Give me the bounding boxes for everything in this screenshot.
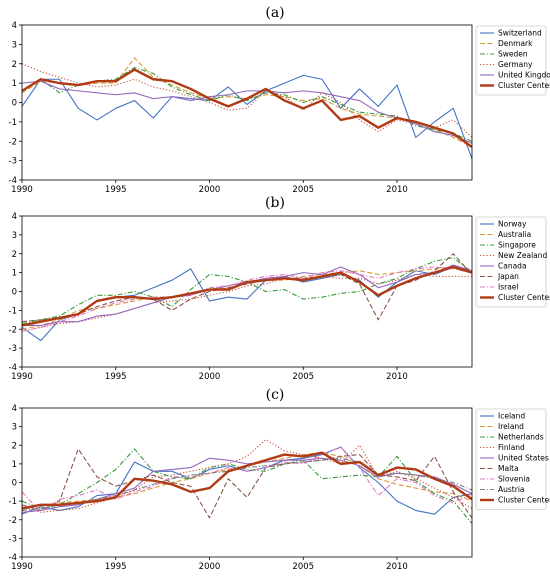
legend-entry-label: Ireland — [498, 422, 524, 431]
y-tick-label: -3 — [9, 344, 17, 354]
y-tick-label: 2 — [12, 250, 17, 260]
series-line-netherlands — [21, 448, 473, 524]
x-tick-label: 2005 — [292, 185, 314, 195]
legend-entry-label: Austria — [498, 485, 525, 494]
y-tick-label: 0 — [12, 288, 17, 298]
legend-entry-label: Canada — [498, 262, 527, 271]
y-tick-label: -3 — [9, 157, 17, 167]
y-tick-label: 1 — [12, 79, 17, 89]
y-tick-label: 0 — [12, 479, 17, 489]
y-tick-label: -1 — [9, 118, 17, 128]
series-line-cluster-center — [21, 68, 473, 149]
panel-label: (a) — [265, 5, 284, 21]
legend-entry-label: Australia — [498, 230, 531, 239]
x-tick-label: 2000 — [199, 185, 221, 195]
y-tick-label: 4 — [12, 212, 17, 222]
y-tick-label: -4 — [9, 553, 17, 563]
series-line-singapore — [21, 256, 473, 325]
legend-entry-label: Denmark — [498, 39, 533, 48]
y-tick-label: -2 — [9, 516, 17, 526]
legend-entry-label: United States — [498, 454, 549, 463]
y-tick-label: -3 — [9, 534, 17, 544]
y-tick-label: 1 — [12, 269, 17, 279]
legend-entry-label: Norway — [498, 220, 527, 229]
y-tick-label: 4 — [12, 21, 17, 31]
legend-box — [475, 25, 547, 96]
y-tick-label: 3 — [12, 423, 17, 433]
y-tick-label: 2 — [12, 441, 17, 451]
x-tick-label: 2010 — [386, 372, 408, 382]
legend-entry-label: Japan — [497, 272, 519, 281]
y-tick-label: -2 — [9, 137, 17, 147]
panel-label: (b) — [265, 195, 285, 211]
series-line-malta — [21, 448, 473, 519]
legend-entry-label: Netherlands — [498, 433, 544, 442]
x-tick-label: 1990 — [11, 185, 33, 195]
chart-panel-3: (c) -4 -3 -2 -1 0 1 2 3 4 1990 1995 2000 2005 2010 Icel… — [9, 387, 550, 572]
series-line-slovenia — [21, 446, 473, 513]
chart-panel-1: (a) -4 -3 -2 -1 0 1 2 3 4 1990 1995 2000 2005 2010 Swit… — [9, 5, 550, 195]
legend-entry-label: Cluster Center — [498, 496, 550, 505]
series-line-cluster-center — [21, 451, 473, 510]
legend-entry-label: Israel — [498, 283, 519, 292]
legend-entry-label: United Kingdom — [498, 71, 550, 80]
y-tick-label: -1 — [9, 497, 17, 507]
x-tick-label: 2010 — [386, 562, 408, 572]
series-line-denmark — [21, 57, 473, 148]
legend-entry-label: Slovenia — [498, 475, 530, 484]
y-tick-label: 4 — [12, 404, 17, 414]
series-line-canada — [22, 264, 473, 327]
y-tick-label: 0 — [12, 99, 17, 109]
y-tick-label: 3 — [12, 231, 17, 241]
legend-entry-label: Cluster Center — [498, 81, 550, 90]
chart-panel-2: (b) -4 -3 -2 -1 0 1 2 3 4 1990 1995 2000 2005 2010 Norw… — [9, 195, 550, 382]
series-line-cluster-center — [21, 265, 473, 327]
x-tick-label: 2005 — [292, 562, 314, 572]
y-tick-label: -4 — [9, 176, 17, 186]
plot-area-frame — [21, 24, 473, 181]
y-tick-label: 3 — [12, 40, 17, 50]
legend-entry-label: Singapore — [498, 241, 536, 250]
y-tick-label: -2 — [9, 325, 17, 335]
y-tick-label: 1 — [12, 460, 17, 470]
panel-label: (c) — [266, 387, 285, 403]
y-tick-label: -4 — [9, 363, 17, 373]
legend-entry-label: Finland — [498, 443, 525, 452]
x-tick-label: 2005 — [292, 372, 314, 382]
series-line-finland — [21, 439, 473, 513]
legend-entry-label: Cluster Center — [498, 293, 550, 302]
legend-entry-label: Germany — [498, 60, 533, 69]
legend-entry-label: Iceland — [498, 412, 525, 421]
x-tick-label: 1990 — [11, 372, 33, 382]
x-tick-label: 2000 — [199, 562, 221, 572]
legend-entry-label: Switzerland — [498, 29, 542, 38]
x-tick-label: 1995 — [105, 562, 127, 572]
x-tick-label: 1995 — [105, 372, 127, 382]
legend-entry-label: New Zealand — [498, 251, 548, 260]
y-tick-label: 2 — [12, 60, 17, 70]
legend-box — [475, 216, 547, 308]
series-line-germany — [21, 63, 473, 138]
x-tick-label: 1990 — [11, 562, 33, 572]
series-line-japan — [21, 253, 473, 323]
series-line-switzerland — [21, 74, 473, 159]
plot-area-frame — [21, 215, 473, 368]
x-tick-label: 2000 — [199, 372, 221, 382]
x-tick-label: 2010 — [386, 185, 408, 195]
y-tick-label: -1 — [9, 306, 17, 316]
legend-box — [475, 408, 547, 510]
x-tick-label: 1995 — [105, 185, 127, 195]
series-line-austria — [21, 457, 473, 511]
series-line-israel — [21, 266, 473, 332]
legend-entry-label: Sweden — [498, 50, 528, 59]
series-line-australia — [21, 266, 473, 330]
plot-area-frame — [21, 407, 473, 558]
series-line-united-kingdom — [21, 80, 473, 144]
legend-entry-label: Malta — [498, 464, 519, 473]
